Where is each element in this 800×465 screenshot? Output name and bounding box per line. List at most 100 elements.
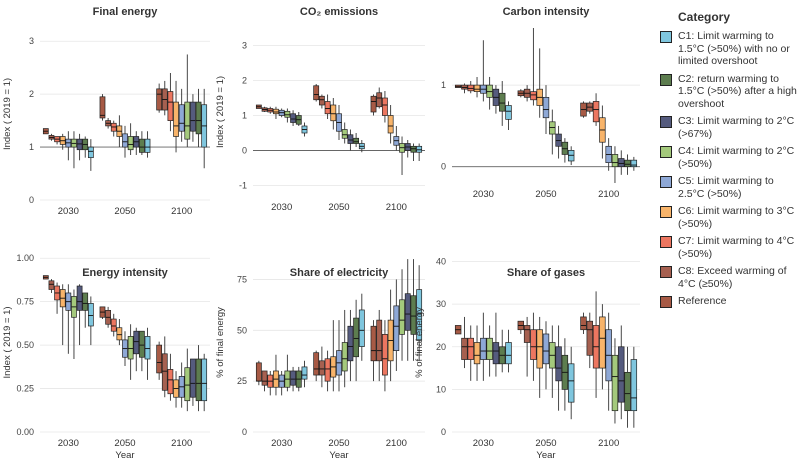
box xyxy=(48,280,55,290)
box xyxy=(618,346,625,403)
box xyxy=(341,129,348,139)
y-tick-label: 0.75 xyxy=(16,297,34,307)
legend-title: Category xyxy=(678,10,731,24)
chart-title: Final energy xyxy=(93,6,159,18)
box xyxy=(284,110,291,118)
box xyxy=(611,354,619,412)
y-tick-label: 75 xyxy=(237,274,247,284)
box xyxy=(76,285,83,311)
box xyxy=(393,305,400,351)
y-axis-label: Index ( 2019 = 1) xyxy=(215,76,226,148)
legend-label: C8: Exceed warming of 4°C (≥50%) xyxy=(678,265,787,290)
legend-item: C5: Limit warming to 2.5°C (>50%) xyxy=(660,175,800,200)
chart-panel: Energy intensity 0.00 0.25 0.50 0.75 1.00 Inde… xyxy=(2,253,210,461)
box xyxy=(167,91,174,121)
box xyxy=(87,303,94,327)
y-tick-label: 1 xyxy=(29,142,34,152)
x-tick-label: 2030 xyxy=(473,438,494,449)
legend-swatch xyxy=(660,296,672,308)
legend-swatch xyxy=(660,73,672,86)
box xyxy=(618,158,625,168)
legend-label: C6: Limit warming to 3°C (>50%) xyxy=(678,205,795,230)
y-tick-label: 40 xyxy=(436,257,446,267)
box xyxy=(122,133,128,148)
x-tick-label: 2100 xyxy=(598,189,619,200)
box xyxy=(555,346,562,382)
box xyxy=(611,154,619,168)
y-axis-label: % of final energy xyxy=(414,307,425,378)
box xyxy=(201,358,208,402)
box xyxy=(399,299,405,335)
box xyxy=(505,342,512,365)
chart-panel: Carbon intensity 0 1 2030 2050 2100 xyxy=(441,6,640,200)
y-tick-label: -1 xyxy=(239,181,247,191)
y-axis-label: % of final energy xyxy=(215,307,226,378)
y-tick-label: 2 xyxy=(29,89,34,99)
box xyxy=(318,95,325,106)
legend-item: Reference xyxy=(660,295,800,308)
box xyxy=(473,342,481,365)
box xyxy=(542,333,550,365)
chart-panel: Final energy 0 1 2 3 Index ( 2019 = 1) 2030 205… xyxy=(2,6,210,217)
y-axis-label: Index ( 2019 = 1) xyxy=(2,78,13,150)
box xyxy=(76,138,83,151)
legend: Category C1: Limit warming to 1.5°C (>50… xyxy=(660,10,800,313)
box xyxy=(156,88,163,111)
box xyxy=(99,96,106,119)
y-tick-label: 1 xyxy=(441,80,446,90)
box xyxy=(324,358,331,382)
box xyxy=(542,96,550,119)
box xyxy=(184,101,191,140)
y-tick-label: 1.00 xyxy=(16,253,34,263)
chart-title: Energy intensity xyxy=(82,267,168,279)
chart-title: Share of electricity xyxy=(290,267,389,279)
box xyxy=(530,329,537,360)
x-tick-label: 2050 xyxy=(535,438,556,449)
x-tick-label: 2050 xyxy=(328,202,349,213)
y-tick-label: 0 xyxy=(242,427,247,437)
x-tick-label: 2100 xyxy=(598,438,619,449)
x-tick-label: 2050 xyxy=(328,438,349,449)
box xyxy=(133,330,140,355)
box xyxy=(353,137,360,144)
box xyxy=(416,145,423,153)
chart-panel: CO₂ emissions -1 0 1 2 3 Index ( 2019 = 1) 2030… xyxy=(215,6,425,213)
box xyxy=(156,344,163,374)
legend-label: C3: Limit warming to 2°C (>67%) xyxy=(678,115,795,140)
legend-item: C3: Limit warming to 2°C (>67%) xyxy=(660,115,800,140)
chart-title: Carbon intensity xyxy=(503,6,591,18)
box xyxy=(353,317,360,358)
box xyxy=(313,85,320,101)
y-tick-label: 1 xyxy=(242,111,247,121)
legend-label: C5: Limit warming to 2.5°C (>50%) xyxy=(678,175,774,200)
box xyxy=(630,359,638,412)
box xyxy=(161,353,168,391)
legend-swatch xyxy=(660,146,672,158)
legend-item: C7: Limit warming to 4°C (>50%) xyxy=(660,235,800,260)
box xyxy=(370,325,377,362)
box xyxy=(536,329,543,369)
box xyxy=(416,289,423,341)
box xyxy=(184,367,191,402)
x-tick-label: 2100 xyxy=(171,206,192,217)
box xyxy=(261,370,268,386)
x-axis-label: Year xyxy=(115,450,134,461)
box xyxy=(324,101,331,115)
box xyxy=(87,146,94,159)
box xyxy=(127,136,134,151)
legend-swatch xyxy=(660,176,672,188)
box xyxy=(376,92,383,108)
box xyxy=(110,318,117,332)
box xyxy=(382,334,388,376)
box xyxy=(273,108,279,115)
box xyxy=(467,337,474,360)
legend-label: C1: Limit warming to 1.5°C (>50%) with n… xyxy=(678,30,790,67)
box xyxy=(167,369,174,395)
chart-title: Share of gases xyxy=(507,267,585,279)
y-tick-label: 0 xyxy=(441,427,446,437)
box xyxy=(370,95,377,113)
box xyxy=(144,138,151,153)
box xyxy=(144,336,151,360)
x-tick-label: 2030 xyxy=(271,438,292,449)
